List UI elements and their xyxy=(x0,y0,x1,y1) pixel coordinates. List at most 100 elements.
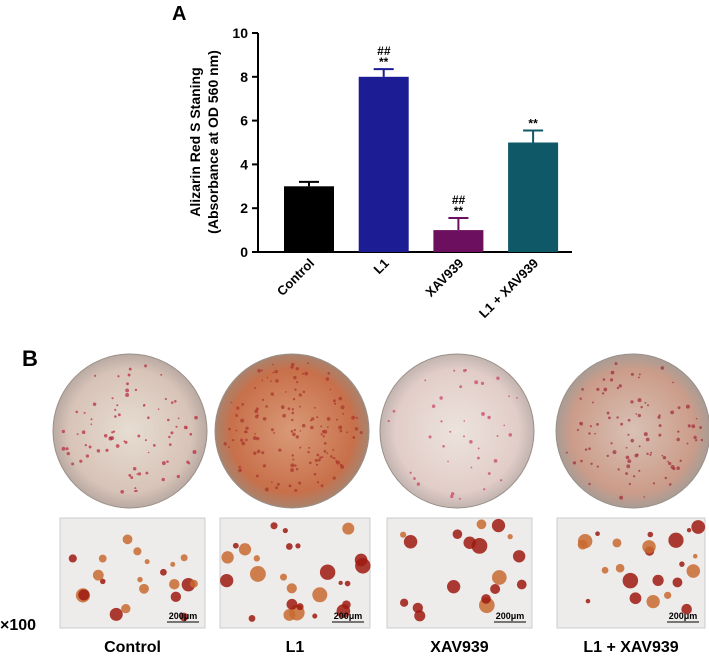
stain-dot xyxy=(90,423,93,426)
stain-dot xyxy=(81,430,86,435)
stain-dot xyxy=(92,402,97,406)
nodule xyxy=(342,522,355,535)
stain-dot xyxy=(295,435,299,439)
nodule xyxy=(622,572,639,589)
stain-dot xyxy=(123,440,126,443)
stain-dot xyxy=(320,484,324,488)
stain-dot xyxy=(192,450,197,454)
stain-dot xyxy=(61,429,65,434)
stain-dot xyxy=(693,435,697,440)
nodule xyxy=(512,550,526,563)
culture-dish xyxy=(555,353,709,509)
stain-dot xyxy=(166,460,169,463)
stain-dot xyxy=(145,471,149,475)
stain-dot xyxy=(120,489,125,494)
stain-dot xyxy=(111,397,114,400)
stain-dot xyxy=(298,405,301,408)
stain-dot xyxy=(125,393,130,397)
nodule xyxy=(668,532,684,548)
stain-dot xyxy=(308,446,311,449)
stain-dot xyxy=(253,451,257,456)
stain-dot xyxy=(614,362,618,366)
stain-dot xyxy=(329,388,332,391)
stain-dot xyxy=(294,388,297,391)
stain-dot xyxy=(299,430,302,432)
stain-dot xyxy=(282,413,286,418)
stain-dot xyxy=(321,456,324,458)
stain-dot xyxy=(288,485,291,488)
stain-dot xyxy=(326,417,331,421)
stain-dot xyxy=(294,488,298,492)
nodule xyxy=(121,604,131,614)
stain-dot xyxy=(493,458,498,463)
significance-label: ** xyxy=(454,204,464,218)
stain-dot xyxy=(256,436,260,441)
nodule xyxy=(312,587,328,603)
stain-dot xyxy=(487,472,491,475)
stain-dot xyxy=(295,367,299,371)
stain-dot xyxy=(270,380,272,383)
nodule xyxy=(189,579,198,588)
stain-dot xyxy=(292,458,295,461)
stain-dot xyxy=(392,409,396,413)
stain-dot xyxy=(302,390,306,394)
stain-dot xyxy=(160,373,163,376)
stain-dot xyxy=(685,404,690,409)
stain-dot xyxy=(700,438,704,442)
stain-dot xyxy=(304,371,309,376)
stain-dot xyxy=(616,416,619,419)
stain-dot xyxy=(431,404,436,408)
stain-dot xyxy=(116,404,119,407)
stain-dot xyxy=(137,434,141,438)
stain-dot xyxy=(579,422,582,425)
nodule xyxy=(595,531,600,537)
panel-label: B xyxy=(22,346,38,371)
stain-dot xyxy=(694,439,698,442)
nodule xyxy=(642,540,656,554)
stain-dot xyxy=(130,476,134,479)
scale-bar-label: 200μm xyxy=(334,611,363,621)
stain-dot xyxy=(477,447,480,450)
stain-dot xyxy=(647,404,650,407)
stain-dot xyxy=(136,473,139,475)
stain-dot xyxy=(612,450,617,455)
stain-dot xyxy=(325,377,330,381)
stain-dot xyxy=(254,409,259,414)
stain-dot xyxy=(293,428,297,432)
stain-dot xyxy=(126,382,129,386)
stain-dot xyxy=(508,395,510,398)
y-axis-label: Alizarin Red S Staning xyxy=(187,67,203,216)
nodule xyxy=(295,543,301,549)
stain-dot xyxy=(581,388,584,391)
stain-dot xyxy=(679,459,682,463)
stain-dot xyxy=(262,417,267,421)
nodule xyxy=(92,569,104,581)
stain-dot xyxy=(588,432,591,435)
stain-dot xyxy=(442,445,445,448)
stain-dot xyxy=(610,370,615,375)
stain-dot xyxy=(658,424,662,428)
stain-dot xyxy=(311,417,315,421)
y-tick-label: 10 xyxy=(232,25,248,41)
stain-dot xyxy=(477,456,480,460)
stain-dot xyxy=(238,468,242,473)
stain-dot xyxy=(338,396,343,401)
nodule xyxy=(144,559,150,565)
stain-dot xyxy=(310,425,314,430)
stain-dot xyxy=(270,481,273,483)
stain-dot xyxy=(480,381,485,386)
nodule xyxy=(160,568,167,576)
stain-dot xyxy=(353,436,355,438)
stain-dot xyxy=(572,461,577,465)
scale-bar-label: 200μm xyxy=(496,611,525,621)
stain-dot xyxy=(667,460,669,463)
stain-dot xyxy=(387,419,390,423)
stain-dot xyxy=(261,379,264,382)
nodule xyxy=(476,519,487,530)
stain-dot xyxy=(323,441,327,445)
stain-dot xyxy=(617,468,620,471)
stain-dot xyxy=(453,369,456,372)
stain-dot xyxy=(644,401,647,404)
stain-dot xyxy=(616,386,620,390)
